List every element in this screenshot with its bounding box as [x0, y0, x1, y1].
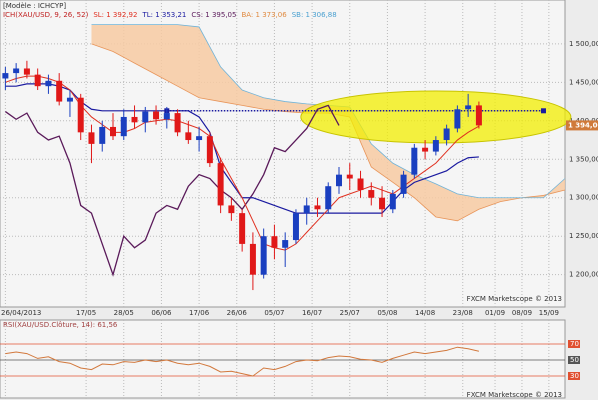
candle-body: [249, 243, 256, 275]
candle-body: [389, 193, 396, 210]
y-tick-label: 1 250,00: [569, 232, 598, 240]
candle-body: [432, 140, 439, 152]
x-tick-label: 05/07: [264, 309, 284, 317]
candle-body: [282, 240, 289, 248]
candle-body: [368, 190, 375, 198]
rsi-pane: [0, 319, 566, 399]
last-price-label: 1 394,00: [568, 121, 598, 129]
candle-body: [174, 113, 181, 133]
candle-body: [88, 132, 95, 144]
rsi-line: [5, 346, 480, 377]
x-tick-label: 16/07: [302, 309, 322, 317]
highlight: [300, 90, 572, 144]
candle-body: [325, 186, 332, 210]
candle-body: [260, 236, 267, 275]
rsi-level-tag: [568, 340, 580, 348]
x-tick-label: 17/06: [189, 309, 210, 317]
rsi-level-label: 50: [570, 356, 579, 364]
candle-body: [400, 174, 407, 194]
candle-body: [206, 136, 213, 164]
legend-entry: BA: 1 373,06: [241, 11, 287, 19]
candle-body: [379, 197, 386, 210]
footer: FXCM Marketscope © 2013: [467, 391, 562, 399]
candle-body: [13, 68, 20, 74]
rsi-level-tag: [568, 356, 580, 364]
candle-body: [454, 109, 461, 129]
candle-body: [34, 74, 41, 87]
candle-body: [163, 113, 170, 120]
x-tick-label: 25/07: [340, 309, 360, 317]
legend-entry: SB: 1 306,88: [292, 11, 337, 19]
x-tick-label: 17/05: [76, 309, 96, 317]
model-label: [Modèle : ICHCYP]: [3, 2, 66, 10]
x-tick-label: 08/09: [512, 309, 532, 317]
candle-body: [422, 147, 429, 152]
candle-body: [185, 132, 192, 141]
candle-body: [292, 213, 299, 241]
y-tick-label: 1 300,00: [569, 194, 598, 202]
candle-body: [475, 105, 482, 126]
x-tick-label: 26/04/2013: [1, 309, 41, 317]
rsi-level-label: 30: [570, 372, 579, 380]
legend-entry: ICH(XAU/USD, 9, 26, 52): [3, 11, 89, 19]
x-tick-label: 14/08: [415, 309, 435, 317]
candle-body: [131, 116, 138, 123]
candle-body: [23, 68, 30, 75]
candle-body: [411, 147, 418, 175]
x-tick-label: 06/06: [151, 309, 172, 317]
candle-body: [56, 80, 63, 102]
candle-body: [239, 213, 246, 244]
legend-entry: TL: 1 353,21: [141, 11, 186, 19]
candle-body: [120, 116, 127, 137]
candle-body: [66, 97, 73, 102]
chikou-span: [5, 104, 340, 277]
y-tick-label: 1 500,00: [569, 40, 598, 48]
candle-body: [153, 111, 160, 120]
rsi-title: RSI(XAU/USD.Clôture, 14): 61,56: [3, 321, 118, 329]
tenkan-sen: [5, 75, 480, 251]
candle-body: [346, 174, 353, 179]
y-tick-label: 1 450,00: [569, 78, 598, 86]
candle-body: [45, 80, 52, 87]
candle-body: [196, 136, 203, 141]
x-tick-label: 01/09: [485, 309, 505, 317]
legend-entry: CS: 1 395,05: [191, 11, 236, 19]
x-tick-label: 23/08: [453, 309, 473, 317]
y-tick-label: 1 350,00: [569, 155, 598, 163]
candle-body: [303, 205, 310, 214]
rsi-level-label: 70: [570, 340, 579, 348]
candle-body: [336, 174, 342, 187]
x-tick-label: 28/05: [114, 309, 134, 317]
candle-body: [314, 205, 321, 210]
x-tick-label: 26/06: [227, 309, 248, 317]
rsi-level-tag: [568, 372, 580, 380]
last-price-tag: [566, 120, 598, 131]
y-tick-label: 1 200,00: [569, 271, 598, 279]
candle-body: [228, 205, 235, 214]
level-handle: [540, 108, 546, 114]
candle-body: [465, 105, 472, 110]
candle-body: [357, 178, 364, 191]
candle-body: [77, 97, 84, 133]
candle-body: [217, 163, 224, 206]
price-pane: [0, 0, 566, 308]
candle-body: [271, 236, 278, 248]
footer: FXCM Marketscope © 2013: [467, 295, 562, 303]
candle-body: [443, 128, 450, 141]
ichimoku-cloud: [91, 24, 565, 221]
x-tick-label: 15/09: [539, 309, 559, 317]
candle-body: [99, 126, 106, 144]
candle-body: [110, 126, 116, 137]
x-tick-label: 05/08: [377, 309, 397, 317]
candle-body: [142, 111, 149, 123]
candle-body: [2, 73, 9, 79]
legend-entry: SL: 1 392,92: [93, 11, 137, 19]
